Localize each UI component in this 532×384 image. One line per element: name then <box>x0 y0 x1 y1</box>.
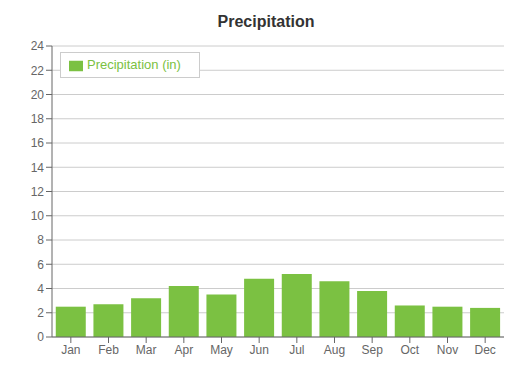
svg-text:Jun: Jun <box>249 343 268 357</box>
svg-text:18: 18 <box>31 112 45 126</box>
svg-text:16: 16 <box>31 136 45 150</box>
svg-text:4: 4 <box>37 282 44 296</box>
svg-text:8: 8 <box>37 233 44 247</box>
svg-text:Mar: Mar <box>136 343 157 357</box>
svg-text:Apr: Apr <box>174 343 193 357</box>
svg-text:22: 22 <box>31 64 45 78</box>
svg-text:Aug: Aug <box>324 343 345 357</box>
svg-text:0: 0 <box>37 330 44 344</box>
svg-text:24: 24 <box>31 39 45 53</box>
svg-text:Feb: Feb <box>98 343 119 357</box>
html-text:Precipitation: Precipitation <box>217 13 315 30</box>
svg-text:Dec: Dec <box>474 343 495 357</box>
svg-text:Oct: Oct <box>400 343 419 357</box>
svg-text:14: 14 <box>31 161 45 175</box>
svg-text:Jul: Jul <box>289 343 304 357</box>
svg-text:Sep: Sep <box>361 343 383 357</box>
svg-text:Nov: Nov <box>437 343 458 357</box>
svg-text:12: 12 <box>31 185 45 199</box>
svg-text:2: 2 <box>37 306 44 320</box>
svg-text:10: 10 <box>31 209 45 223</box>
svg-text:May: May <box>210 343 233 357</box>
svg-text:20: 20 <box>31 88 45 102</box>
svg-text:6: 6 <box>37 258 44 272</box>
svg-text:Jan: Jan <box>61 343 80 357</box>
html-text:Precipitation (in): Precipitation (in) <box>87 57 181 72</box>
